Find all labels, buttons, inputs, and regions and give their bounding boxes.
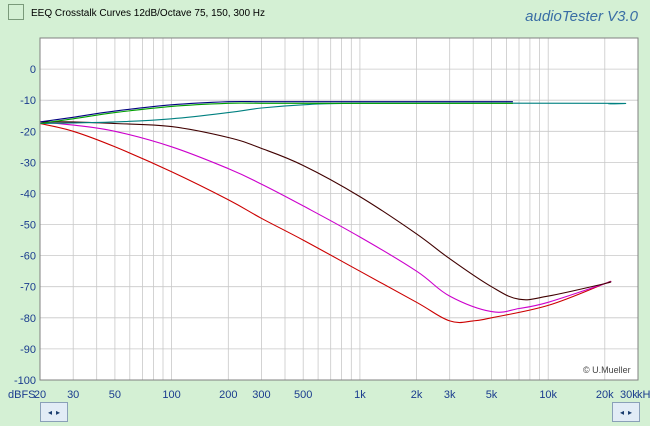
- y-tick-label: -80: [20, 313, 36, 325]
- plot-area: [40, 38, 638, 380]
- x-tick-label: 30k: [620, 389, 638, 401]
- x-tick-label: 100: [162, 389, 180, 401]
- y-unit-label: dBFS: [8, 389, 36, 401]
- x-tick-label: 20: [34, 389, 46, 401]
- y-tick-label: -50: [20, 220, 36, 232]
- series-line: [39, 122, 612, 324]
- scroll-left-icon[interactable]: ◂: [47, 407, 52, 417]
- y-tick-label: -10: [20, 95, 36, 107]
- series-line: [39, 102, 513, 125]
- x-tick-label: 30: [67, 389, 79, 401]
- credit-label: © U.Mueller: [583, 365, 631, 375]
- y-tick-label: -20: [20, 126, 36, 138]
- y-tick-label: -60: [20, 251, 36, 263]
- x-tick-label: 200: [219, 389, 237, 401]
- series-group: [39, 100, 626, 324]
- series-line: [39, 121, 612, 301]
- y-tick-label: -70: [20, 282, 36, 294]
- scroll-right-icon[interactable]: ▸: [628, 407, 633, 417]
- y-tick-label: -30: [20, 157, 36, 169]
- series-line: [39, 121, 612, 313]
- brand-label: audioTester V3.0: [525, 8, 638, 25]
- x-tick-label: 5k: [486, 389, 498, 401]
- left-scroll-control[interactable]: ◂ ▸: [40, 402, 68, 422]
- chart-title: EEQ Crosstalk Curves 12dB/Octave 75, 150…: [31, 8, 265, 19]
- x-tick-label: 300: [252, 389, 270, 401]
- y-axis: 0 -10 -20 -30 -40 -50 -60 -70 -80 -90 -100: [14, 64, 36, 387]
- x-tick-label: 50: [109, 389, 121, 401]
- x-tick-label: 10k: [539, 389, 557, 401]
- plot-frame: [39, 37, 639, 381]
- series-line: [39, 100, 513, 123]
- x-tick-label: 500: [294, 389, 312, 401]
- x-tick-label: 2k: [411, 389, 423, 401]
- y-tick-label: 0: [30, 64, 36, 76]
- x-tick-label: 3k: [444, 389, 456, 401]
- right-scroll-control[interactable]: ◂ ▸: [612, 402, 640, 422]
- y-tick-label: -90: [20, 344, 36, 356]
- series-line: [39, 102, 626, 125]
- x-unit-label: kHz: [637, 389, 650, 401]
- scroll-left-icon[interactable]: ◂: [619, 407, 624, 417]
- scroll-right-icon[interactable]: ▸: [56, 407, 61, 417]
- x-tick-label: 1k: [354, 389, 366, 401]
- x-axis: 20 30 50 100 200 300 500 1k 2k 3k 5k 10k 20k 30k: [34, 389, 638, 401]
- y-tick-label: -40: [20, 189, 36, 201]
- grid: [39, 37, 639, 381]
- window-menu-icon[interactable]: [8, 4, 24, 20]
- x-tick-label: 20k: [596, 389, 614, 401]
- y-tick-label: -100: [14, 375, 36, 387]
